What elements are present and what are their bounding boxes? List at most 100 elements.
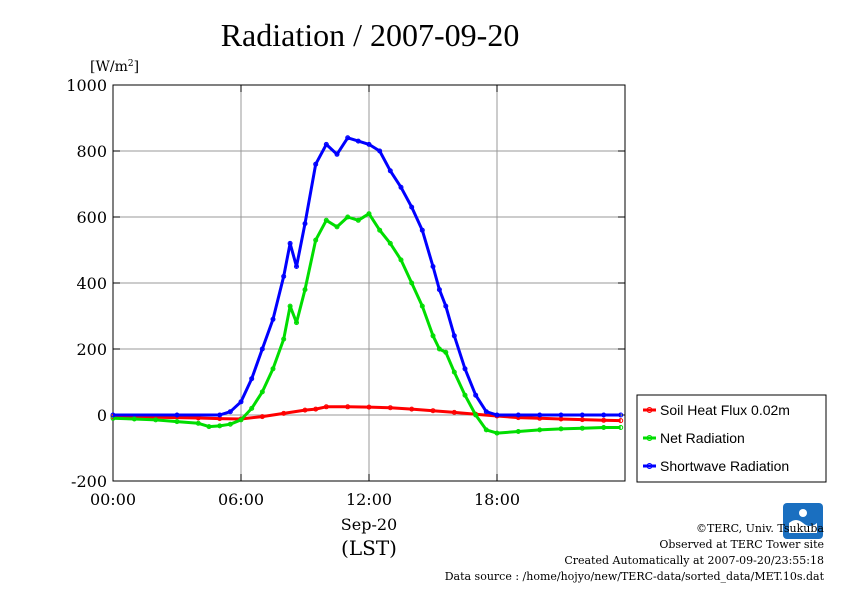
data-point [579, 425, 585, 431]
data-point [473, 392, 479, 398]
data-point [494, 412, 500, 418]
data-point [287, 240, 293, 246]
data-point [287, 303, 293, 309]
data-point [259, 389, 265, 395]
data-point [238, 399, 244, 405]
x-axis-ticks: 00:00 06:00 12:00 18:00 [90, 85, 520, 509]
data-point [387, 405, 393, 411]
y-tick-label: 0 [97, 406, 107, 425]
legend-marker [646, 407, 653, 413]
logo-drop-icon [799, 509, 807, 517]
data-point [355, 217, 361, 223]
y-tick-label: 800 [76, 142, 107, 161]
data-point [558, 426, 564, 432]
data-point [302, 407, 308, 413]
data-point [419, 227, 425, 233]
legend-marker [646, 435, 653, 441]
data-point [601, 425, 607, 430]
data-point [366, 141, 372, 147]
data-point [451, 333, 457, 339]
data-point [430, 264, 436, 269]
data-point [281, 336, 287, 342]
data-point [436, 346, 442, 352]
data-point [579, 417, 585, 423]
data-point [387, 240, 393, 246]
y-tick-label: 600 [76, 208, 107, 227]
logo-wave-icon [789, 520, 817, 533]
legend-marker [646, 463, 653, 469]
data-point [131, 416, 137, 422]
data-point [217, 412, 223, 418]
x-tick-label: 12:00 [346, 490, 392, 509]
data-point [334, 224, 340, 230]
data-point [153, 417, 159, 423]
series-line-1 [112, 405, 621, 423]
data-point [451, 369, 457, 375]
data-point [302, 221, 308, 227]
data-point [206, 424, 212, 430]
data-point [398, 257, 404, 263]
data-point [270, 366, 276, 372]
data-point [618, 425, 624, 430]
data-point [451, 409, 457, 415]
data-point [558, 412, 564, 418]
data-point [313, 161, 319, 167]
data-point [238, 417, 244, 423]
series-line-2 [112, 212, 621, 435]
data-point [345, 135, 351, 141]
data-point [227, 409, 233, 415]
data-point [377, 227, 383, 233]
footer-copyright: ©TERC, Univ. Tsukuba [695, 522, 824, 535]
data-point [515, 429, 521, 434]
data-point [601, 417, 607, 423]
data-point [601, 412, 607, 418]
data-point [281, 410, 287, 416]
data-point [366, 404, 372, 410]
series-line-3 [113, 136, 621, 417]
data-point [377, 148, 383, 154]
legend-label: Soil Heat Flux 0.02m [660, 402, 790, 418]
data-point [409, 280, 415, 286]
data-point [515, 412, 521, 418]
footer-source: Data source : /home/hojyo/new/TERC-data/… [444, 570, 824, 583]
legend-label: Net Radiation [660, 430, 745, 446]
data-point [483, 409, 489, 415]
data-point [323, 141, 329, 147]
data-point [473, 412, 479, 418]
data-point [259, 346, 265, 352]
data-point [537, 427, 543, 433]
x-tick-label: 06:00 [218, 490, 264, 509]
data-point [334, 151, 340, 157]
y-axis-label: [W/m2] [90, 59, 139, 75]
data-point [249, 376, 255, 382]
x-axis-label: (LST) [341, 536, 397, 560]
legend-label: Shortwave Radiation [660, 458, 789, 474]
data-point [398, 184, 404, 190]
y-axis-ticks: -200 0 200 400 600 800 1000 [66, 76, 625, 491]
series-group [110, 135, 624, 436]
data-point [443, 303, 449, 309]
data-point [430, 333, 436, 339]
data-point [249, 405, 255, 411]
data-point [366, 211, 372, 217]
data-point [195, 420, 201, 426]
data-point [537, 412, 543, 418]
data-point [618, 418, 624, 424]
data-point [174, 419, 180, 425]
y-tick-label: 1000 [66, 76, 107, 95]
data-point [483, 427, 489, 433]
data-point [174, 412, 180, 418]
data-point [419, 303, 425, 309]
data-point [494, 430, 500, 436]
y-tick-label: 200 [76, 340, 107, 359]
y-tick-label: -200 [71, 472, 107, 491]
data-point [345, 214, 351, 220]
chart-title: Radiation / 2007-09-20 [221, 17, 520, 53]
data-point [294, 320, 299, 326]
data-point [443, 349, 449, 355]
legend: Soil Heat Flux 0.02m Net Radiation Shortwa… [636, 394, 827, 483]
data-point [579, 412, 585, 418]
x-tick-label: 18:00 [474, 490, 520, 509]
data-point [227, 421, 233, 427]
